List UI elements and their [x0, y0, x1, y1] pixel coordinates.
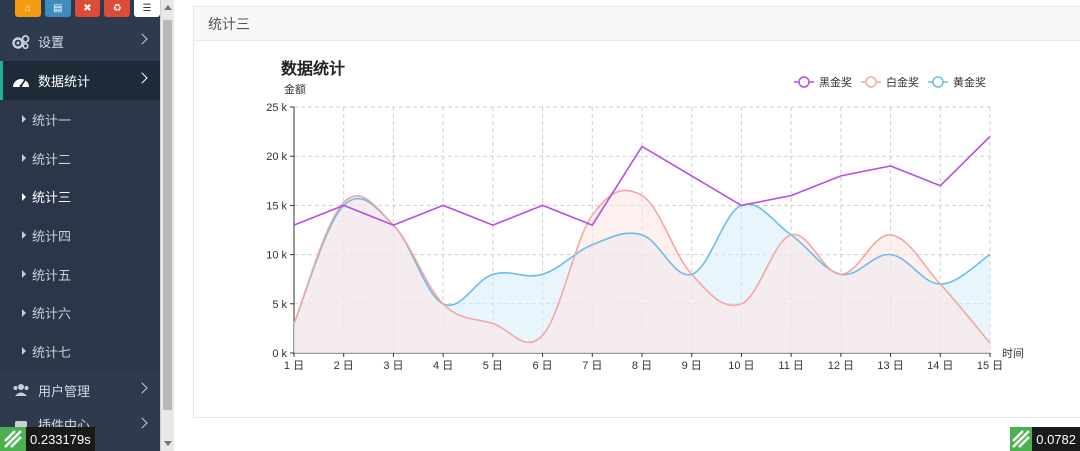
x-tick-label: 14 日: [927, 360, 953, 372]
sidebar-item-stats[interactable]: 数据统计: [0, 61, 160, 100]
sidebar-subitem-2[interactable]: 统计二: [0, 138, 160, 178]
users-icon: [12, 383, 30, 397]
legend-label-3: 黄金奖: [953, 75, 986, 89]
sidebar-subitem-label: 统计七: [32, 344, 72, 360]
list-icon[interactable]: ☰: [134, 0, 160, 17]
caret-right-icon: [22, 231, 26, 240]
x-tick-label: 15 日: [977, 360, 1003, 372]
caret-right-icon: [22, 154, 26, 163]
x-tick-label: 1 日: [284, 360, 304, 372]
y-tick-label: 10 k: [266, 250, 287, 262]
chevron-right-icon: [136, 417, 148, 429]
sidebar-subitem-label: 统计二: [32, 151, 72, 167]
timer-logo-icon: [1010, 427, 1033, 451]
sidebar-item-label: 设置: [38, 35, 65, 50]
x-tick-label: 5 日: [483, 360, 503, 372]
caret-right-icon: [22, 192, 26, 201]
legend-marker-1: [798, 76, 810, 88]
gears-icon: [12, 34, 30, 50]
dashboard-icon: [12, 74, 30, 88]
timer-value: 0.233179s: [30, 431, 91, 447]
timer-value: 0.0782: [1036, 431, 1076, 447]
caret-right-icon: [22, 308, 26, 317]
chevron-right-icon: [136, 33, 148, 45]
sidebar-item-label: 用户管理: [38, 383, 91, 399]
y-tick-label: 5 k: [272, 299, 287, 311]
sidebar-subitem-label: 统计四: [32, 228, 72, 244]
x-tick-label: 4 日: [433, 360, 453, 372]
x-tick-label: 11 日: [778, 360, 803, 372]
chevron-right-icon: [136, 72, 148, 84]
chevron-right-icon: [136, 382, 148, 394]
timer-logo-icon: [0, 427, 26, 451]
scroll-thumb[interactable]: [163, 20, 172, 410]
scroll-up-icon[interactable]: [164, 5, 172, 10]
sidebar-subitem-6[interactable]: 统计六: [0, 293, 160, 333]
sidebar-toolbar: ⌂ ▤ ✖ ♻ ☰: [0, 0, 160, 22]
y-tick-label: 25 k: [266, 102, 287, 114]
series-line-2: [293, 189, 991, 344]
x-tick-label: 2 日: [334, 360, 354, 372]
caret-right-icon: [22, 347, 26, 356]
caret-right-icon: [22, 270, 26, 279]
series-area-2: [294, 190, 990, 353]
trash-icon[interactable]: ✖: [74, 0, 101, 17]
x-tick-label: 10 日: [728, 360, 754, 372]
chart-container: 数据统计金额时间 0 k 5 k 10 k 15 k 20 k 25 k 1 日 2 日 3 日 4…: [194, 41, 1080, 419]
x-tick-label: 9 日: [682, 360, 702, 372]
caret-right-icon: [22, 115, 26, 124]
sidebar-item-settings[interactable]: 设置: [0, 22, 160, 61]
x-tick-label: 12 日: [828, 360, 854, 372]
y-tick-label: 20 k: [266, 151, 287, 163]
legend-marker-2: [865, 76, 877, 88]
home-icon[interactable]: ⌂: [15, 0, 41, 17]
stats-submenu: 统计一统计二统计三统计四统计五统计六统计七: [0, 100, 160, 371]
timer-badge-right: 0.0782: [1010, 427, 1080, 451]
series-line-1: [293, 135, 991, 227]
sidebar-item-user-management[interactable]: 用户管理: [0, 371, 160, 410]
sidebar-subitem-1[interactable]: 统计一: [0, 100, 160, 139]
y-tick-label: 15 k: [266, 200, 287, 212]
panel-title: 统计三: [208, 15, 250, 32]
scroll-down-icon[interactable]: [164, 441, 172, 446]
panel-header: 统计三: [194, 7, 1080, 41]
sidebar-subitem-3[interactable]: 统计三: [0, 177, 160, 217]
x-tick-label: 13 日: [877, 360, 903, 372]
sidebar-subitem-label: 统计三: [32, 190, 72, 206]
sidebar-subitem-label: 统计六: [32, 306, 72, 322]
chart-title: 数据统计: [281, 59, 345, 78]
sidebar-scrollbar[interactable]: [160, 0, 174, 451]
recycle-icon[interactable]: ♻: [104, 0, 131, 17]
y-axis-label: 金额: [284, 82, 306, 96]
x-tick-label: 8 日: [632, 360, 652, 372]
x-tick-label: 6 日: [532, 360, 552, 372]
file-icon[interactable]: ▤: [44, 0, 71, 17]
x-tick-label: 7 日: [582, 360, 602, 372]
timer-badge-left: 0.233179s: [0, 427, 95, 451]
x-tick-label: 3 日: [383, 360, 403, 372]
legend-label-1: 黑金奖: [819, 75, 852, 89]
legend-label-2: 白金奖: [886, 75, 919, 89]
sidebar-item-label: 数据统计: [38, 74, 91, 89]
x-axis-label: 时间: [1002, 347, 1024, 360]
sidebar-subitem-4[interactable]: 统计四: [0, 216, 160, 255]
sidebar-subitem-label: 统计一: [32, 112, 72, 128]
sidebar-subitem-7[interactable]: 统计七: [0, 332, 160, 371]
legend-marker-3: [932, 76, 944, 88]
sidebar-subitem-5[interactable]: 统计五: [0, 254, 160, 294]
stats-panel: 统计三 数据统计金额时间 0 k 5 k 10 k 15 k 20 k 25 k 1 日 2 日…: [193, 6, 1080, 418]
sidebar-subitem-label: 统计五: [32, 267, 72, 283]
y-tick-label: 0 k: [272, 348, 287, 360]
sidebar: ⌂ ▤ ✖ ♻ ☰ 设置 数据统计 统计一统计二统计三统计四统计五统计六统计七 用户管理…: [0, 0, 160, 451]
